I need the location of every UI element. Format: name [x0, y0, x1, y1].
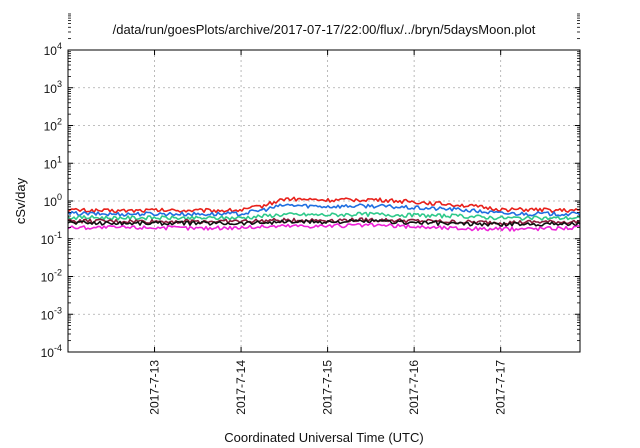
- chart-title: /data/run/goesPlots/archive/2017-07-17/2…: [113, 22, 536, 37]
- x-tick-label: 2017-7-14: [234, 360, 248, 415]
- x-axis-label: Coordinated Universal Time (UTC): [224, 430, 423, 445]
- y-tick-label: 100: [44, 192, 62, 209]
- series-line: [67, 222, 581, 232]
- x-tick-label: 2017-7-17: [494, 360, 508, 415]
- series-lines: [67, 196, 581, 232]
- series-line: [67, 218, 581, 227]
- y-axis-label: cSv/day: [13, 177, 28, 224]
- series-line: [67, 203, 581, 217]
- series-line: [67, 196, 581, 214]
- series-line: [67, 211, 581, 221]
- y-tick-label: 101: [44, 154, 62, 171]
- y-tick-label: 10-1: [41, 230, 62, 247]
- y-tick-label: 102: [44, 117, 62, 134]
- y-tick-label: 104: [44, 41, 62, 58]
- x-axis-ticks: 2017-7-13 2017-7-14 2017-7-15 2017-7-16 2017…: [148, 50, 508, 415]
- y-tick-label: 10-4: [41, 343, 62, 360]
- x-tick-label: 2017-7-13: [148, 360, 162, 415]
- y-axis-ticks: 10-4 10-3 10-2 10-1 100 101 102 103 104: [41, 13, 580, 360]
- x-tick-label: 2017-7-16: [407, 360, 421, 415]
- x-tick-label: 2017-7-15: [321, 360, 335, 415]
- grid: [68, 50, 580, 352]
- y-tick-label: 10-2: [41, 268, 62, 285]
- y-tick-label: 10-3: [41, 305, 62, 322]
- y-tick-label: 103: [44, 79, 62, 96]
